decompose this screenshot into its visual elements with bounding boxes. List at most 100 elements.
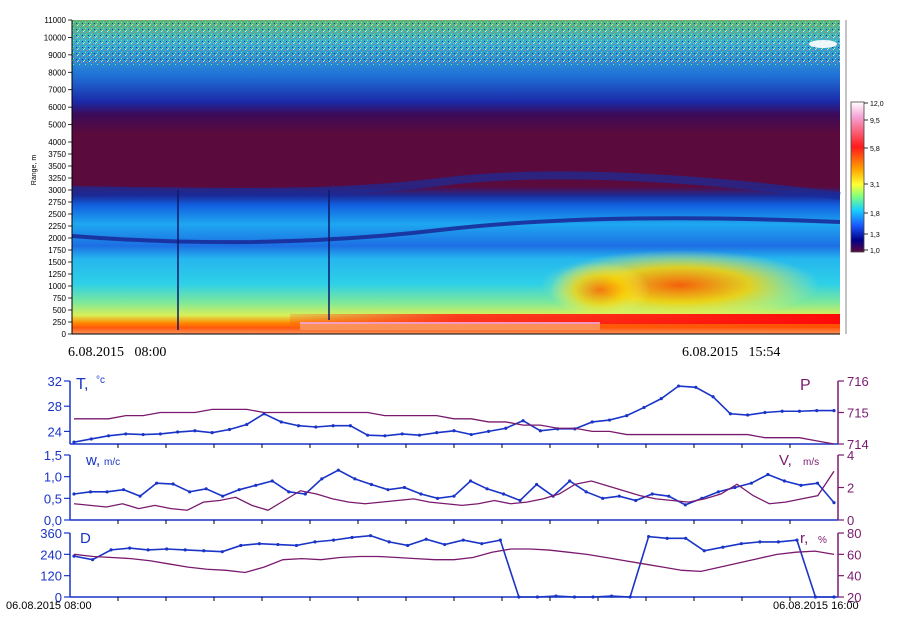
- data-point: [257, 542, 261, 546]
- w-label: w,: [85, 452, 100, 469]
- data-point: [141, 432, 145, 437]
- temperature-pressure-panel: T, °c P 24 28 32 714 715 716: [48, 374, 869, 452]
- series-line: [73, 469, 835, 506]
- series-line: [73, 385, 834, 443]
- data-point: [518, 498, 522, 503]
- lidar-noise-layer: [72, 20, 840, 65]
- data-point: [667, 494, 671, 498]
- data-point: [634, 498, 638, 503]
- data-point: [584, 490, 588, 494]
- lidar-y-tick-label: 8000: [48, 68, 66, 77]
- left-tick-label: 32: [48, 374, 62, 389]
- data-point: [776, 540, 780, 544]
- data-point: [72, 554, 76, 558]
- data-point: [336, 468, 340, 472]
- lidar-dark-band: [71, 216, 841, 245]
- data-point: [366, 433, 370, 437]
- data-point: [659, 397, 663, 401]
- data-point: [609, 594, 614, 598]
- data-point: [795, 538, 799, 542]
- right-tick-label: 40: [847, 569, 861, 584]
- lidar-y-tick-label: 5000: [48, 121, 66, 130]
- data-point: [121, 488, 126, 492]
- data-point: [676, 384, 681, 388]
- data-point: [504, 426, 508, 430]
- data-point: [89, 437, 93, 441]
- panel3-series: [72, 534, 836, 599]
- data-point: [387, 540, 391, 544]
- data-point: [296, 424, 301, 428]
- data-point: [435, 496, 440, 500]
- data-point: [204, 487, 208, 491]
- data-point: [702, 549, 706, 553]
- data-point: [88, 490, 93, 494]
- data-point: [763, 410, 767, 415]
- data-point: [155, 481, 159, 485]
- data-point: [628, 595, 632, 599]
- v-unit: m/s: [803, 457, 819, 468]
- w-unit: m/c: [104, 457, 120, 468]
- series-line: [74, 408, 835, 445]
- right-tick-label: 714: [847, 437, 869, 452]
- panel2-ticks: 0,0 0,5 1,0 1,5 0 2 4: [44, 448, 854, 528]
- panel1-series: [72, 384, 836, 445]
- data-point: [813, 595, 818, 599]
- data-point: [72, 492, 76, 496]
- data-point: [386, 488, 390, 492]
- lidar-aerosol-patch: [550, 262, 650, 318]
- left-tick-label: 240: [40, 547, 62, 562]
- data-point: [607, 418, 612, 422]
- data-point: [485, 487, 489, 491]
- p-label: P: [800, 377, 811, 394]
- data-point: [350, 535, 354, 540]
- colorbar-tick-label: 1,3: [870, 232, 880, 239]
- lidar-y-tick-label: 6000: [48, 103, 66, 112]
- data-point: [683, 503, 687, 507]
- data-point: [158, 432, 162, 436]
- lidar-y-axis-label: Range, m: [31, 155, 38, 186]
- data-point: [625, 414, 629, 418]
- r-label: r,: [800, 530, 808, 547]
- series-line: [73, 470, 835, 511]
- left-tick-label: 0,0: [44, 513, 62, 528]
- lidar-y-tick-label: 0: [62, 330, 67, 339]
- lidar-y-tick-label: 1750: [48, 246, 66, 255]
- data-point: [568, 479, 572, 483]
- data-point: [443, 542, 447, 547]
- data-point: [313, 540, 317, 544]
- data-point: [469, 432, 473, 437]
- colorbar-tick-label: 1,0: [870, 248, 880, 255]
- lidar-y-ticks: 0 250 500 750 1000 1250 1500 1750 2000 2250 2500 27…: [44, 16, 72, 339]
- data-point: [176, 430, 180, 434]
- data-point: [202, 549, 206, 553]
- left-tick-label: 0: [55, 590, 62, 605]
- panel1-ticks: 24 28 32 714 715 716: [48, 374, 869, 452]
- lidar-boundary-band: [71, 171, 841, 200]
- data-point: [400, 432, 404, 436]
- data-point: [452, 429, 456, 433]
- data-point: [766, 472, 770, 477]
- colorbar-tick-label: 3,1: [870, 182, 880, 189]
- data-point: [591, 595, 595, 599]
- lidar-y-tick-label: 9000: [48, 51, 66, 60]
- data-point: [254, 483, 258, 487]
- data-point: [245, 422, 249, 427]
- data-point: [314, 425, 318, 429]
- data-point: [239, 543, 243, 548]
- data-point: [468, 479, 473, 483]
- data-point: [419, 492, 423, 496]
- colorbar-ticks: 12,0 9,5 5,8 3,1 1,8 1,3 1,0: [864, 101, 884, 255]
- data-point: [72, 440, 76, 444]
- data-point: [694, 385, 698, 389]
- data-point: [417, 433, 422, 437]
- data-point: [650, 492, 654, 496]
- data-point: [424, 537, 428, 541]
- lidar-end-label: 6.08.2015 15:54: [682, 345, 780, 360]
- t-label: T,: [76, 376, 88, 393]
- data-point: [193, 429, 197, 433]
- data-point: [572, 595, 577, 599]
- data-point: [480, 542, 484, 546]
- data-point: [815, 481, 820, 485]
